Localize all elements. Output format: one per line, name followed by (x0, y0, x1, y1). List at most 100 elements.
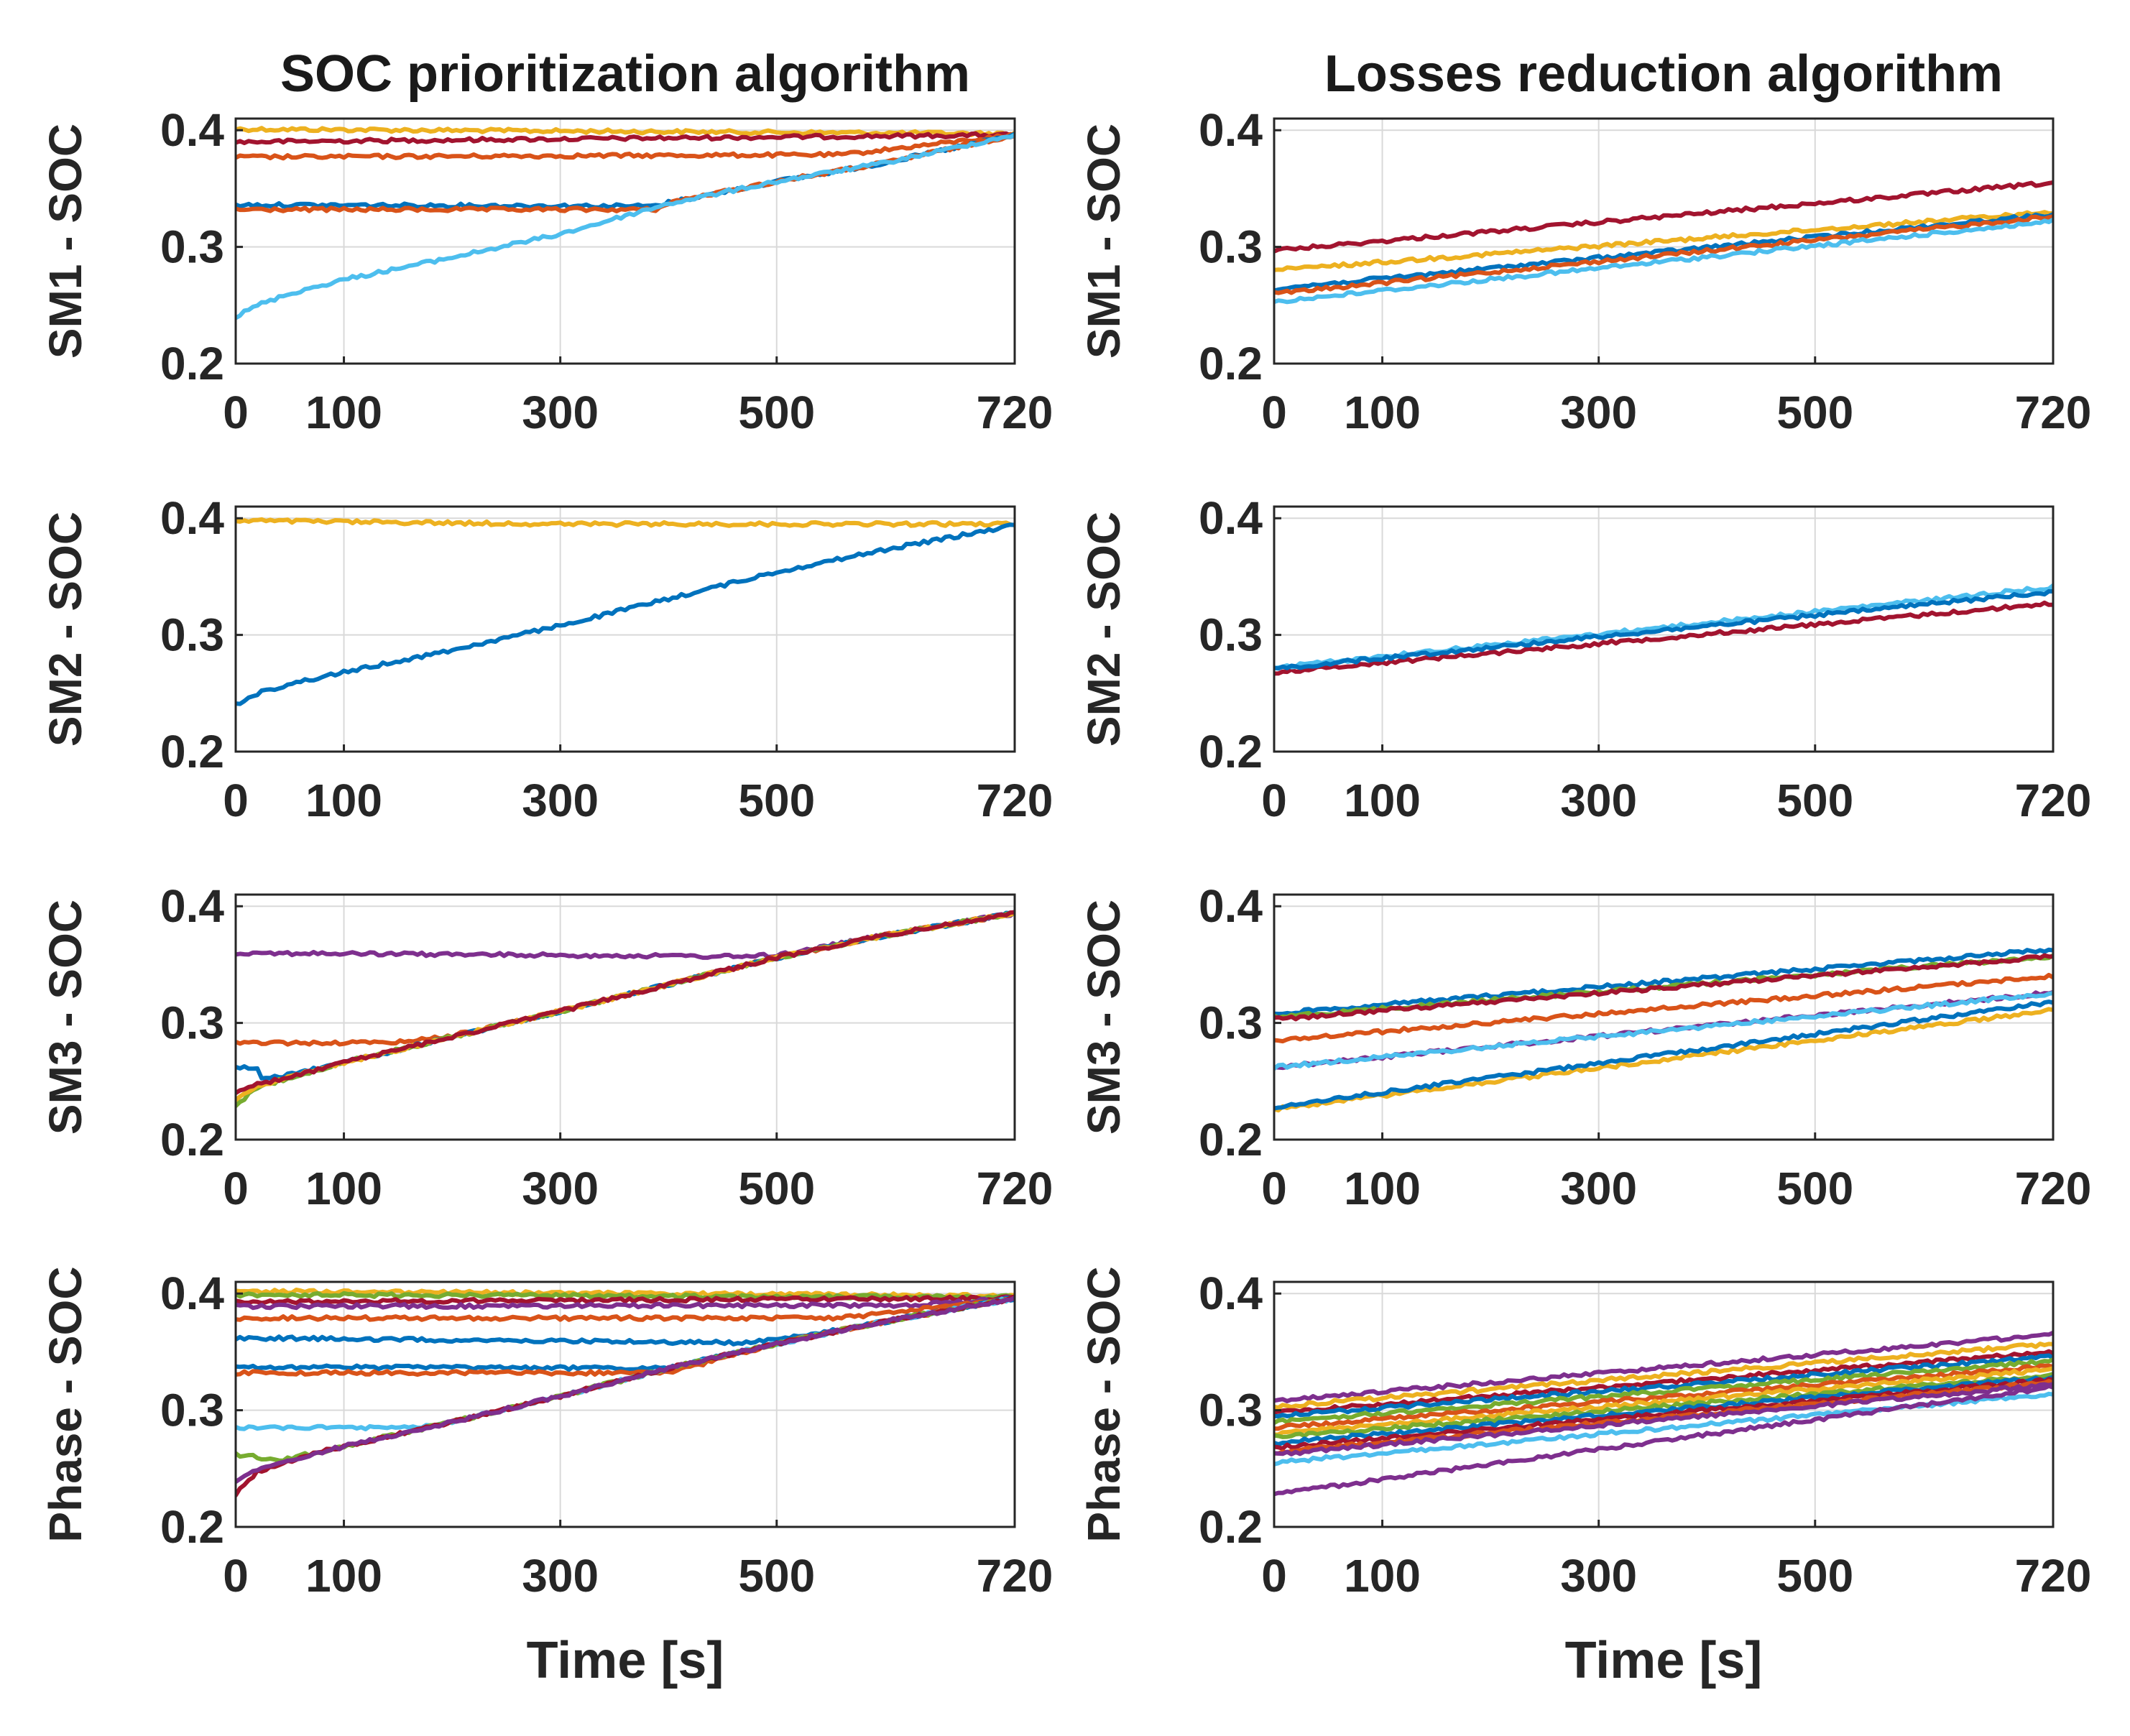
x-tick-label: 500 (738, 1163, 815, 1214)
axes-frame (234, 117, 1016, 365)
x-tick-label: 100 (305, 1163, 382, 1214)
series-group (1274, 180, 2053, 305)
y-tick-label: 0.3 (160, 221, 224, 273)
x-tick-label: 100 (1344, 1163, 1421, 1214)
series-line-cyan (1274, 991, 2053, 1071)
x-axis-label: Time [s] (527, 1632, 724, 1689)
x-tick-label: 100 (305, 387, 382, 438)
subplot-right-1: Losses reduction algorithm 0 100 300 500 720 0… (1078, 45, 2091, 438)
series-line-red (236, 1294, 1015, 1306)
x-tick-label: 300 (522, 775, 599, 826)
series-line-green (1274, 1357, 2053, 1426)
x-tick-label: 500 (738, 1550, 815, 1602)
subplot-left-2: 0 100 300 500 720 0.2 0.3 0.4 SM2 - SOC (40, 492, 1053, 826)
series-group (236, 1288, 1015, 1498)
x-tick-label: 720 (2015, 1163, 2092, 1214)
y-tick-label: 0.2 (1199, 726, 1263, 777)
series-line-purple (1274, 1383, 2053, 1497)
series-group (1274, 1330, 2053, 1497)
series-line-blue (236, 131, 1015, 210)
series-line-yellow (236, 910, 1015, 1103)
subplot-right-3: 0 100 300 500 720 0.2 0.3 0.4 SM3 - SOC (1078, 880, 2091, 1214)
x-tick-label: 300 (522, 1163, 599, 1214)
x-tick-label: 720 (977, 1550, 1054, 1602)
y-tick-label: 0.2 (160, 1501, 224, 1553)
y-axis-label: SM3 - SOC (1078, 900, 1130, 1135)
x-tick-label: 500 (738, 387, 815, 438)
y-tick-label: 0.3 (1199, 1385, 1263, 1436)
axes-frame (234, 893, 1016, 1141)
x-tick-label: 0 (223, 1163, 249, 1214)
y-axis-label: SM1 - SOC (1078, 124, 1130, 359)
y-tick-label: 0.2 (160, 1114, 224, 1165)
subplot-left-4: 0 100 300 500 720 0.2 0.3 0.4 Phase - SOC Time [s… (40, 1266, 1053, 1689)
y-axis-label: SM2 - SOC (1078, 512, 1130, 747)
axes-frame (1273, 893, 2055, 1141)
series-line-purple (1274, 1382, 2053, 1456)
x-tick-label: 100 (305, 775, 382, 826)
series-line-blue (1274, 1375, 2053, 1446)
x-tick-label: 720 (2015, 387, 2092, 438)
y-tick-label: 0.3 (1199, 221, 1263, 273)
series-group (236, 910, 1015, 1109)
x-tick-label: 500 (738, 775, 815, 826)
column-title: SOC prioritization algorithm (280, 45, 970, 103)
axes-frame (1273, 1280, 2055, 1528)
series-line-purple (236, 1295, 1015, 1311)
series-line-blue (1274, 1353, 2053, 1418)
y-tick-label: 0.2 (160, 726, 224, 777)
subplot-left-3: 0 100 300 500 720 0.2 0.3 0.4 SM3 - SOC (40, 880, 1053, 1214)
y-tick-label: 0.3 (1199, 997, 1263, 1049)
series-line-blue (236, 522, 1015, 706)
y-tick-label: 0.4 (160, 1268, 224, 1319)
series-group (1274, 583, 2053, 676)
x-tick-label: 0 (1261, 1163, 1287, 1214)
series-line-green (236, 1291, 1015, 1301)
series-line-orange (1274, 972, 2053, 1044)
x-tick-label: 0 (223, 775, 249, 826)
y-axis-label: SM3 - SOC (40, 900, 91, 1135)
series-group (1274, 947, 2053, 1113)
series-line-blue (1274, 212, 2053, 293)
y-tick-label: 0.2 (160, 338, 224, 389)
series-line-cyan (1274, 583, 2053, 670)
series-line-orange (236, 1295, 1015, 1322)
x-tick-label: 100 (1344, 1550, 1421, 1602)
x-tick-label: 100 (1344, 775, 1421, 826)
x-tick-label: 300 (522, 387, 599, 438)
y-tick-label: 0.2 (1199, 1501, 1263, 1553)
axes-frame (234, 1280, 1016, 1528)
y-tick-label: 0.3 (160, 609, 224, 661)
series-line-yellow (1274, 210, 2053, 272)
x-tick-label: 100 (1344, 387, 1421, 438)
series-line-yellow (1274, 1366, 2053, 1437)
subplot-left-1: SOC prioritization algorithm 0 100 300 500 72… (40, 45, 1053, 438)
series-line-green (236, 911, 1015, 1109)
x-tick-label: 720 (977, 387, 1054, 438)
series-line-red (1274, 953, 2053, 1022)
column-title: Losses reduction algorithm (1324, 45, 2003, 103)
x-tick-label: 0 (1261, 387, 1287, 438)
series-line-blue (1274, 588, 2053, 671)
series-line-red (1274, 1349, 2053, 1415)
series-group (236, 126, 1015, 320)
axes-frame (1273, 505, 2055, 753)
series-group (236, 517, 1015, 706)
axes-frame (234, 505, 1016, 753)
x-tick-label: 300 (1560, 1550, 1637, 1602)
x-tick-label: 720 (977, 1163, 1054, 1214)
x-tick-label: 720 (2015, 775, 2092, 826)
subplot-right-4: 0 100 300 500 720 0.2 0.3 0.4 Phase - SOC Time [s… (1078, 1266, 2091, 1689)
y-axis-label: Phase - SOC (40, 1266, 91, 1542)
x-tick-label: 300 (1560, 387, 1637, 438)
x-tick-label: 100 (305, 1550, 382, 1602)
x-tick-label: 0 (1261, 775, 1287, 826)
x-tick-label: 500 (1776, 387, 1853, 438)
x-tick-label: 300 (522, 1550, 599, 1602)
x-tick-label: 720 (2015, 1550, 2092, 1602)
y-tick-label: 0.3 (1199, 609, 1263, 661)
x-tick-label: 300 (1560, 1163, 1637, 1214)
series-line-yellow (236, 517, 1015, 528)
series-line-cyan (1274, 217, 2053, 305)
series-line-orange (236, 131, 1015, 161)
